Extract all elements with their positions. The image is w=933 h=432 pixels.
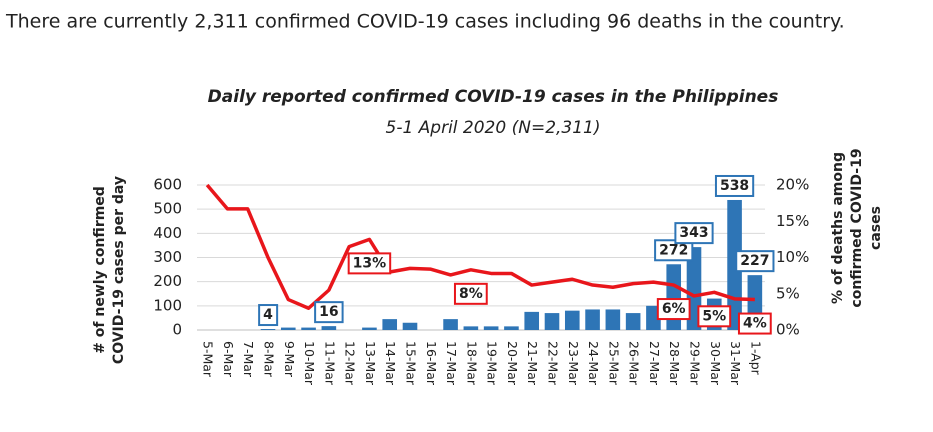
bar — [382, 319, 398, 330]
data-label-box — [697, 305, 732, 328]
line — [205, 183, 755, 310]
y2-axis-title: cases — [868, 206, 884, 250]
data-label-box — [714, 174, 755, 197]
x-tick-label: 19-Mar — [485, 341, 500, 386]
x-tick-label: 15-Mar — [404, 341, 419, 386]
y-axis-title: # of newly confirmed — [92, 186, 108, 354]
data-label-box — [347, 252, 392, 275]
bar — [301, 327, 316, 330]
bar — [463, 326, 479, 330]
x-tick-label: 9-Mar — [282, 341, 297, 378]
data-label: 13% — [353, 255, 387, 271]
data-label-box — [735, 250, 775, 273]
x-tick-label: 20-Mar — [505, 341, 520, 386]
data-label: 538 — [720, 178, 749, 194]
data-label: 8% — [459, 286, 483, 302]
bar — [625, 313, 641, 330]
y-tick-label: 500 — [153, 200, 182, 218]
x-tick-label: 13-Mar — [363, 341, 378, 386]
y2-tick-label: 10% — [776, 248, 809, 266]
y2-tick-label: 5% — [776, 284, 800, 302]
x-tick-label: 14-Mar — [383, 341, 398, 386]
data-label: 4 — [263, 307, 273, 323]
y-tick-label: 300 — [153, 248, 182, 266]
x-tick-label: 8-Mar — [262, 341, 277, 378]
x-tick-label: 30-Mar — [708, 341, 723, 386]
y2-tick-label: 0% — [776, 321, 800, 339]
bar — [524, 311, 540, 330]
x-tick-label: 25-Mar — [606, 341, 621, 386]
y2-axis-title: confirmed COVID-19 — [849, 148, 865, 307]
bar — [666, 264, 682, 330]
x-tick-label: 26-Mar — [627, 341, 642, 386]
x-tick-label: 7-Mar — [241, 341, 256, 378]
data-label-box — [453, 282, 488, 305]
data-label: 343 — [679, 225, 708, 241]
x-tick-label: 12-Mar — [343, 341, 358, 386]
data-label-box — [258, 304, 279, 327]
x-tick-label: 31-Mar — [728, 341, 743, 386]
chart-title: Daily reported confirmed COVID-19 cases … — [208, 87, 779, 107]
data-label: 6% — [662, 301, 686, 317]
data-label-box — [674, 222, 714, 245]
y-tick-label: 400 — [153, 224, 182, 242]
y-axis-title: COVID-19 cases per day — [111, 176, 127, 364]
data-label-box — [314, 301, 344, 324]
x-tick-label: 10-Mar — [302, 341, 317, 386]
data-label: 5% — [702, 308, 726, 324]
y2-tick-label: 20% — [776, 176, 809, 194]
bar — [321, 326, 337, 330]
y-tick-label: 0 — [172, 321, 182, 339]
x-tick-label: 16-Mar — [424, 341, 439, 386]
x-tick-label: 27-Mar — [647, 341, 662, 386]
bar — [605, 309, 621, 330]
x-tick-label: 18-Mar — [464, 341, 479, 386]
data-label-box — [737, 312, 772, 335]
x-tick-label: 21-Mar — [525, 341, 540, 386]
bar — [402, 322, 418, 330]
x-tick-label: 24-Mar — [586, 341, 601, 386]
bar — [544, 313, 560, 330]
chart-subtitle: 5-1 April 2020 (N=2,311) — [386, 118, 601, 138]
bar — [443, 319, 458, 330]
x-tick-label: 6-Mar — [221, 341, 236, 378]
x-tick-label: 17-Mar — [444, 341, 459, 386]
data-label-box — [656, 298, 691, 321]
bar — [280, 327, 296, 330]
y-tick-label: 200 — [153, 272, 182, 290]
bar — [564, 310, 580, 330]
bar — [585, 309, 600, 330]
x-tick-label: 28-Mar — [667, 341, 682, 386]
y2-tick-label: 15% — [776, 212, 809, 230]
x-tick-label: 29-Mar — [688, 341, 703, 386]
data-label: 227 — [740, 253, 769, 269]
data-label: 272 — [659, 242, 688, 258]
bar — [504, 326, 519, 330]
data-label-box — [654, 239, 694, 262]
x-tick-label: 23-Mar — [566, 341, 581, 386]
data-label: 4% — [743, 316, 767, 332]
bar — [362, 327, 377, 330]
x-tick-label: 11-Mar — [322, 341, 337, 386]
data-label: 16 — [319, 304, 338, 320]
bar — [483, 326, 499, 330]
y-tick-label: 100 — [153, 296, 182, 314]
x-tick-label: 22-Mar — [546, 341, 561, 386]
x-tick-label: 5-Mar — [201, 341, 216, 378]
bar — [260, 329, 276, 330]
y-tick-label: 600 — [153, 176, 182, 194]
x-tick-label: 1-Apr — [748, 341, 763, 376]
header-text: There are currently 2,311 confirmed COVI… — [5, 11, 845, 33]
y2-axis-title: % of deaths among — [830, 152, 846, 304]
